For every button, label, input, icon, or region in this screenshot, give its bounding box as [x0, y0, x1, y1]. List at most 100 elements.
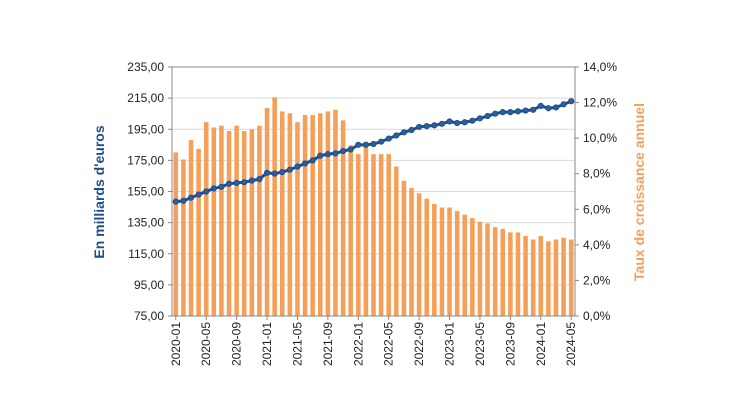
y-tick-label: 95,00 — [134, 278, 164, 292]
line-marker — [423, 123, 430, 130]
bar — [196, 148, 201, 316]
y-tick-label: 215,00 — [127, 91, 164, 105]
line-marker — [537, 102, 544, 110]
bar — [371, 154, 376, 316]
bar — [553, 239, 559, 316]
bar — [363, 141, 369, 316]
line-marker — [339, 147, 347, 155]
line-marker — [522, 107, 529, 114]
line-marker — [408, 126, 415, 134]
line-marker — [499, 109, 506, 116]
bar — [409, 187, 414, 316]
line-marker — [362, 141, 369, 148]
x-tick-label: 2020-05 — [199, 322, 213, 366]
bar — [188, 139, 194, 316]
bar — [203, 122, 209, 316]
bar — [272, 97, 277, 316]
line-marker — [317, 152, 324, 159]
line-marker — [461, 119, 468, 126]
y-tick-label: 75,00 — [134, 309, 164, 323]
line-marker — [233, 179, 240, 187]
bar — [234, 125, 239, 316]
bar — [325, 111, 331, 316]
line-marker — [545, 105, 552, 112]
line-marker — [431, 122, 438, 129]
bar — [181, 159, 186, 316]
line-marker — [271, 170, 278, 177]
line-marker — [332, 150, 339, 157]
line-marker — [309, 157, 316, 164]
bar — [401, 180, 407, 316]
x-tick-label: 2020-09 — [230, 322, 244, 366]
bar — [454, 211, 460, 316]
line-marker — [416, 123, 423, 131]
y2-tick-label: 6,0% — [583, 202, 611, 216]
bar — [348, 145, 353, 316]
bar — [211, 127, 217, 316]
bar — [508, 232, 513, 316]
line-marker — [195, 191, 202, 198]
bar — [249, 129, 255, 316]
x-tick-label: 2023-05 — [473, 322, 487, 366]
y2-tick-label: 14,0% — [583, 60, 617, 74]
line-marker — [187, 194, 195, 201]
x-tick-label: 2022-05 — [382, 322, 396, 366]
line-marker — [560, 101, 567, 108]
bar — [439, 207, 445, 316]
line-marker — [172, 198, 179, 205]
bar — [561, 237, 566, 316]
line-marker — [476, 115, 484, 122]
line-marker — [484, 112, 491, 120]
y-tick-label: 115,00 — [128, 247, 164, 261]
bar — [340, 120, 346, 316]
line-marker — [218, 183, 225, 190]
x-tick-label: 2022-09 — [412, 322, 426, 366]
bar — [568, 239, 574, 316]
bar — [416, 193, 422, 316]
bar — [279, 111, 285, 316]
bar — [492, 227, 498, 316]
line-marker — [347, 146, 354, 153]
line-marker — [530, 106, 537, 113]
line-marker — [180, 197, 187, 204]
bar — [447, 207, 452, 316]
x-tick-label: 2021-05 — [290, 322, 304, 366]
line-marker — [393, 132, 400, 139]
bar — [219, 125, 224, 316]
line-marker — [241, 179, 248, 186]
y-tick-label: 235,00 — [127, 60, 164, 74]
bar — [317, 113, 323, 316]
bar — [546, 241, 551, 316]
x-tick-label: 2021-01 — [260, 322, 274, 366]
bar — [470, 218, 475, 316]
bar — [356, 154, 361, 316]
bar — [295, 122, 300, 316]
bar — [302, 115, 308, 317]
y2-tick-label: 2,0% — [583, 273, 611, 287]
line-marker — [256, 175, 263, 183]
y-tick-label: 155,00 — [127, 185, 164, 199]
line-marker — [279, 168, 286, 176]
x-tick-label: 2024-05 — [564, 322, 578, 366]
line-marker — [225, 180, 233, 187]
bar — [241, 131, 247, 316]
line-marker — [355, 141, 362, 148]
x-tick-label: 2022-01 — [351, 322, 365, 366]
y2-tick-label: 12,0% — [583, 96, 617, 110]
line-marker — [294, 163, 301, 170]
line-marker — [469, 117, 476, 124]
bar — [173, 152, 179, 316]
y2-axis-title: Taux de croissance annuel — [631, 103, 647, 281]
bar — [257, 125, 262, 316]
line-marker — [507, 109, 514, 116]
line-marker — [210, 185, 217, 192]
x-tick-label: 2020-01 — [169, 322, 183, 366]
y2-tick-label: 0,0% — [583, 309, 611, 323]
line-marker — [454, 119, 461, 127]
bar — [515, 232, 521, 316]
y-tick-label: 175,00 — [127, 153, 164, 167]
line-marker — [203, 188, 210, 195]
y2-tick-label: 10,0% — [583, 131, 617, 145]
x-tick-label: 2021-09 — [321, 322, 335, 366]
